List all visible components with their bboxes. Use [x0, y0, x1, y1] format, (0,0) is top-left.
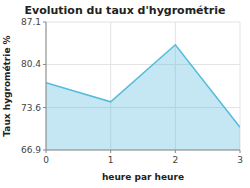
- tick: [240, 150, 241, 153]
- tick-label: 2: [172, 155, 178, 165]
- grid-line: [46, 22, 240, 23]
- grid-line: [46, 22, 47, 150]
- tick-label: 73.6: [21, 103, 41, 113]
- plot-area: [46, 45, 240, 150]
- tick-label: 1: [108, 155, 114, 165]
- chart: 66.9 73.6 80.4 87.1 0 1 2 3 Evolution du taux d'…: [0, 0, 250, 188]
- tick: [46, 150, 47, 153]
- y-axis-line: [46, 22, 47, 150]
- tick-label: 87.1: [21, 17, 41, 27]
- tick: [110, 150, 111, 153]
- tick-label: 0: [43, 155, 49, 165]
- chart-container: 66.9 73.6 80.4 87.1 0 1 2 3 Evolution du taux d'…: [0, 0, 250, 188]
- tick-label: 3: [237, 155, 243, 165]
- tick-label: 66.9: [21, 145, 41, 155]
- tick: [175, 150, 176, 153]
- grid: [46, 22, 240, 150]
- grid-line: [46, 64, 240, 65]
- tick: [43, 22, 46, 23]
- grid-line: [46, 150, 240, 151]
- y-axis-label: Taux hygrométrie %: [2, 35, 12, 136]
- x-axis-label: heure par heure: [102, 172, 184, 182]
- tick-label: 80.4: [21, 59, 41, 69]
- title: Evolution du taux d'hygrométrie: [25, 4, 226, 17]
- tick: [43, 107, 46, 108]
- x-axis-line: [46, 150, 240, 151]
- tick: [43, 64, 46, 65]
- area: [46, 45, 240, 150]
- line: [46, 45, 240, 127]
